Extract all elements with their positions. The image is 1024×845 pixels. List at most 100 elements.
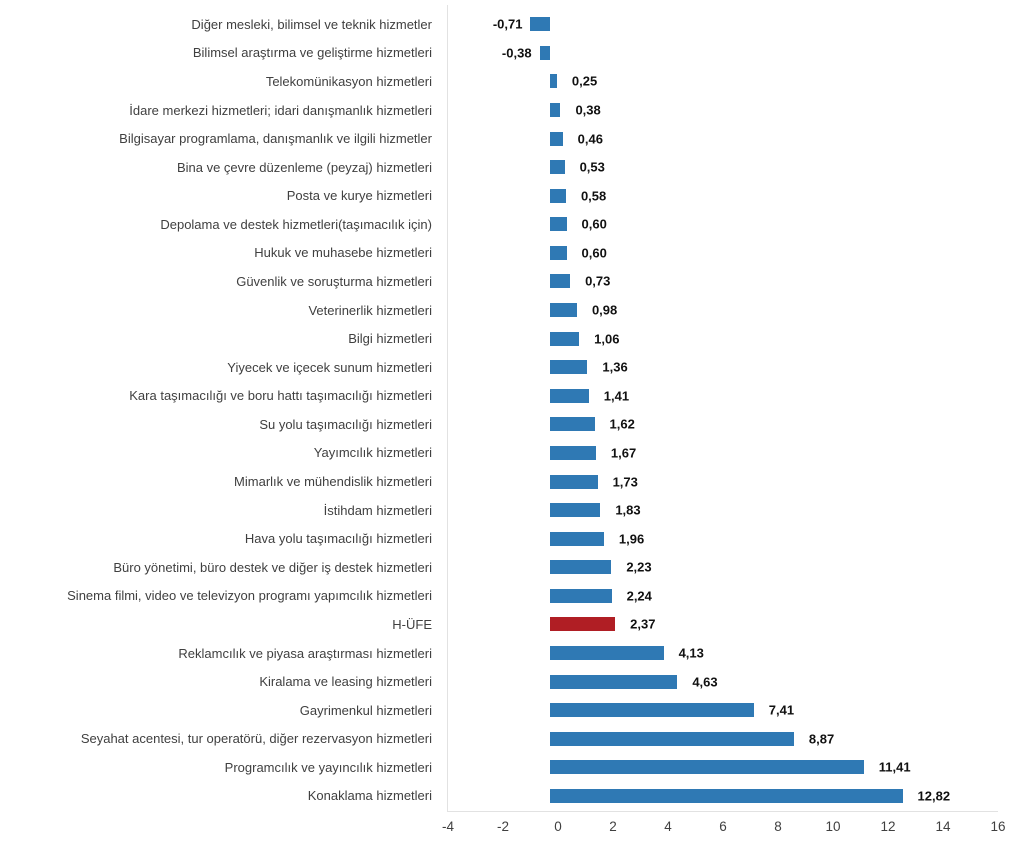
value-label: 2,37 <box>630 616 656 632</box>
chart-rows: Diğer mesleki, bilimsel ve teknik hizmet… <box>0 10 1024 810</box>
value-label: 1,36 <box>602 359 628 375</box>
category-label: Bilgisayar programlama, danışmanlık ve i… <box>119 131 432 147</box>
category-label: Telekomünikasyon hizmetleri <box>265 73 432 89</box>
bar <box>539 45 550 60</box>
category-label: Seyahat acentesi, tur operatörü, diğer r… <box>80 731 432 747</box>
chart-row: Yayımcılık hizmetleri 1,67 <box>0 439 1024 468</box>
category-label: Kiralama ve leasing hizmetleri <box>259 674 432 690</box>
bar-plot-area: 2,37 <box>440 610 1016 639</box>
bar-plot-area: -0,71 <box>440 10 1016 39</box>
chart-row: Programcılık ve yayıncılık hizmetleri 11,… <box>0 753 1024 782</box>
bar-plot-area: 0,25 <box>440 67 1016 96</box>
category-label: Gayrimenkul hizmetleri <box>299 702 432 718</box>
category-label: Bina ve çevre düzenleme (peyzaj) hizmetl… <box>176 159 432 175</box>
category-label: Reklamcılık ve piyasa araştırması hizmet… <box>178 645 432 661</box>
value-label: 1,83 <box>615 502 641 518</box>
category-label: Mimarlık ve mühendislik hizmetleri <box>234 474 432 490</box>
chart-row: Sinema filmi, video ve televizyon progra… <box>0 582 1024 611</box>
bar-plot-area: -0,38 <box>440 39 1016 68</box>
chart-row: Hukuk ve muhasebe hizmetleri 0,60 <box>0 239 1024 268</box>
bar <box>550 503 601 518</box>
category-label: Depolama ve destek hizmetleri(taşımacılı… <box>160 216 432 232</box>
chart-row: Veterinerlik hizmetleri 0,98 <box>0 296 1024 325</box>
bar <box>550 274 571 289</box>
chart-row: Mimarlık ve mühendislik hizmetleri 1,73 <box>0 467 1024 496</box>
category-label: Bilimsel araştırma ve geliştirme hizmetl… <box>192 45 432 61</box>
bar-plot-area: 12,82 <box>440 782 1016 811</box>
category-label: İstihdam hizmetleri <box>323 502 432 518</box>
category-label: Bilgi hizmetleri <box>348 331 432 347</box>
x-axis-tick-label: 12 <box>880 819 896 834</box>
value-label: 0,46 <box>577 131 603 147</box>
value-label: 2,24 <box>626 588 652 604</box>
value-label: 1,62 <box>609 416 635 432</box>
bar-plot-area: 0,60 <box>440 210 1016 239</box>
category-label: İdare merkezi hizmetleri; idari danışman… <box>129 102 432 118</box>
value-label: 0,58 <box>580 188 607 204</box>
value-label: 1,67 <box>610 445 637 461</box>
value-label: 7,41 <box>768 702 795 718</box>
value-label: -0,38 <box>501 45 532 61</box>
chart-row: Seyahat acentesi, tur operatörü, diğer r… <box>0 724 1024 753</box>
bar-plot-area: 1,83 <box>440 496 1016 525</box>
bar-plot-area: 1,06 <box>440 324 1016 353</box>
category-label: Güvenlik ve soruşturma hizmetleri <box>236 273 432 289</box>
bar <box>550 703 754 718</box>
bar <box>550 188 566 203</box>
chart-row: İdare merkezi hizmetleri; idari danışman… <box>0 96 1024 125</box>
x-axis-tick-label: -4 <box>441 819 455 834</box>
bar <box>550 103 561 118</box>
category-label: H-ÜFE <box>392 616 432 632</box>
bar-plot-area: 2,24 <box>440 582 1016 611</box>
category-label: Hukuk ve muhasebe hizmetleri <box>254 245 432 261</box>
value-label: 1,96 <box>618 531 645 547</box>
category-label: Posta ve kurye hizmetleri <box>286 188 432 204</box>
chart-row: Kara taşımacılığı ve boru hattı taşımacı… <box>0 382 1024 411</box>
bar-plot-area: 2,23 <box>440 553 1016 582</box>
chart-row: Yiyecek ve içecek sunum hizmetleri 1,36 <box>0 353 1024 382</box>
value-label: 0,25 <box>571 73 598 89</box>
bar <box>550 560 612 575</box>
bar-plot-area: 8,87 <box>440 724 1016 753</box>
category-label: Yiyecek ve içecek sunum hizmetleri <box>227 359 432 375</box>
bar <box>550 131 563 146</box>
bar-plot-area: 1,96 <box>440 524 1016 553</box>
bar <box>550 217 567 232</box>
value-label: -0,71 <box>492 16 523 32</box>
chart-row: İstihdam hizmetleri 1,83 <box>0 496 1024 525</box>
chart-row: H-ÜFE 2,37 <box>0 610 1024 639</box>
bar <box>550 731 794 746</box>
bar-plot-area: 1,62 <box>440 410 1016 439</box>
chart-row: Diğer mesleki, bilimsel ve teknik hizmet… <box>0 10 1024 39</box>
bar-plot-area: 1,73 <box>440 467 1016 496</box>
value-label: 11,41 <box>878 759 911 775</box>
category-label: Hava yolu taşımacılığı hizmetleri <box>244 531 432 547</box>
value-label: 2,23 <box>626 559 652 575</box>
chart-row: Güvenlik ve soruşturma hizmetleri 0,73 <box>0 267 1024 296</box>
bar <box>550 160 565 175</box>
bar <box>550 674 678 689</box>
chart-row: Hava yolu taşımacılığı hizmetleri 1,96 <box>0 524 1024 553</box>
chart-row: Kiralama ve leasing hizmetleri 4,63 <box>0 667 1024 696</box>
x-axis-tick-label: -2 <box>496 819 510 834</box>
x-axis-tick-label: 10 <box>825 819 841 834</box>
x-axis-tick-label: 16 <box>990 819 1006 834</box>
bar-plot-area: 0,58 <box>440 181 1016 210</box>
bar <box>550 531 604 546</box>
category-label: Veterinerlik hizmetleri <box>308 302 432 318</box>
x-axis-tick-label: 0 <box>554 819 562 834</box>
x-axis-tick-label: 2 <box>609 819 617 834</box>
value-label: 0,73 <box>585 273 611 289</box>
chart-row: Gayrimenkul hizmetleri 7,41 <box>0 696 1024 725</box>
bar <box>550 245 567 260</box>
bar <box>550 360 588 375</box>
x-axis-tick-label: 8 <box>774 819 782 834</box>
chart-row: Depolama ve destek hizmetleri(taşımacılı… <box>0 210 1024 239</box>
value-label: 0,98 <box>591 302 618 318</box>
chart-row: Konaklama hizmetleri 12,82 <box>0 782 1024 811</box>
bar-plot-area: 0,46 <box>440 124 1016 153</box>
value-label: 12,82 <box>917 788 951 804</box>
chart-row: Bilimsel araştırma ve geliştirme hizmetl… <box>0 39 1024 68</box>
y-axis-line <box>447 5 448 812</box>
